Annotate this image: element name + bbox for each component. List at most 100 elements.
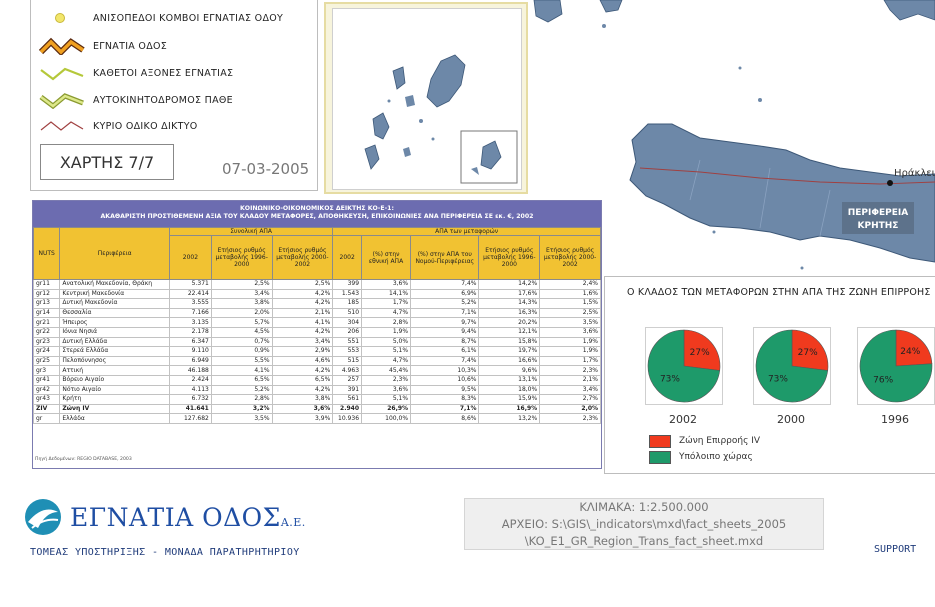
cell-value: 2,5% [271,279,334,290]
cell-value: 9,7% [410,317,480,328]
cell-value: 46.188 [168,365,212,376]
cell-value: 127.682 [168,413,212,424]
cell-value: 1,9% [539,336,601,348]
cell-nuts: gr21 [32,317,61,328]
cell-region: Στερεά Ελλάδα [59,346,170,357]
cell-value: 19,7% [478,346,541,357]
inset-map [324,2,528,194]
pie-slice [895,329,933,367]
legend-swatch [649,450,671,464]
cell-region: Ιόνια Νησιά [59,326,170,338]
table-source: Πηγή Δεδομένων: REGIO DATABASE, 2003 [35,457,132,462]
col-header: Ετήσιος ρυθμός μεταβολής 2000-2002 [539,235,601,280]
cell-value: 16,9% [478,403,541,415]
cell-value: 1.543 [332,288,363,300]
cell-region: Ζώνη IV [59,403,170,415]
cell-nuts: gr22 [32,326,61,338]
island-shape [599,0,623,13]
cell-nuts: gr11 [32,279,61,290]
table-row: gr Ελλάδα 127.682 3,5% 3,9% 10.936 100,0% 8,6% 1… [32,413,601,424]
cell-value: 0,9% [210,346,273,357]
cell-value: 5,7% [210,317,273,328]
cell-value: 14,2% [478,279,541,290]
pie-chart-1996: 24% 76% [857,327,935,405]
cell-value: 0,7% [210,336,273,348]
table-row: gr23 Δυτική Ελλάδα 6.347 0,7% 3,4% 551 5,0% 8,7… [32,336,601,348]
cell-nuts: ZIV [32,403,61,415]
cell-nuts: gr42 [32,384,61,396]
cell-value: 1,7% [539,355,601,367]
island-shape [533,0,563,23]
pie-chart-panel: Ο ΚΛΑΔΟΣ ΤΩΝ ΜΕΤΑΦΟΡΩΝ ΣΤΗΝ ΑΠΑ ΤΗΣ ΖΩΝΗ… [604,276,935,474]
legend-label: ΕΓΝΑΤΙΑ ΟΔΟΣ [93,40,168,52]
pie-year-label: 2000 [777,413,805,426]
crete-island-shape [629,123,935,263]
cell-value: 15,9% [478,394,541,405]
table-row: gr14 Θεσσαλία 7.166 2,0% 2,1% 510 4,7% 7,1% 16,3… [32,307,601,319]
file-path-line1: ΑΡΧΕΙΟ: S:\GIS\_indicators\mxd\fact_shee… [501,517,787,531]
cell-value: 9,4% [410,326,480,338]
col-header-nuts: NUTS [32,227,61,280]
cell-value: 6.732 [168,394,212,405]
table-title: ΚΟΙΝΩΝΙΚΟ-ΟΙΚΟΝΟΜΙΚΟΣ ΔΕΙΚΤΗΣ ΚΟ-Ε-1: ΑΚ… [33,201,601,227]
cell-value: 1,9% [539,346,601,357]
col-header: (%) στην ΑΠΑ του Νομού-Περιφέρειας [410,235,480,280]
table-row: gr42 Νότιο Αιγαίο 4.113 5,2% 4,2% 391 3,6% 9,5%… [32,384,601,396]
cell-nuts: gr13 [32,298,61,309]
cell-value: 2.178 [168,326,212,338]
cell-value: 12,1% [478,326,541,338]
cell-value: 5,2% [410,298,480,309]
region-label-box [842,202,914,234]
legend-label: ΚΥΡΙΟ ΟΔΙΚΟ ΔΙΚΤΥΟ [93,120,198,132]
legend-label: Ζώνη Επιρροής IV [679,436,761,446]
company-logo: ΕΓΝΑΤΙΑ ΟΔΟΣΑ.Ε. [24,498,306,536]
cell-value: 4,6% [271,355,334,367]
cell-nuts: gr43 [32,394,61,405]
cell-value: 3,6% [539,326,601,338]
vertical-axes-icon [40,67,84,81]
col-header: Ετήσιος ρυθμός μεταβολής 1996-2000 [478,235,541,280]
cell-value: 7.166 [168,307,212,319]
cell-value: 4,1% [271,317,334,328]
cell-value: 1,9% [361,326,412,338]
legend-label: Υπόλοιπο χώρας [679,452,753,462]
table-row: gr13 Δυτική Μακεδονία 3.555 3,8% 4,2% 185 1,7%… [32,298,601,309]
file-path-line2: \KO_E1_GR_Region_Trans_fact_sheet.mxd [524,534,764,548]
indicator-table: NUTS Περιφέρεια Συνολική ΑΠΑ ΑΠΑ των μετ… [32,227,601,424]
region-label-line1: ΠΕΡΙΦΕΡΕΙΑ [848,208,909,218]
table-row: gr21 Ήπειρος 3.135 5,7% 4,1% 304 2,8% 9,7% 20,2%… [32,317,601,328]
cell-value: 7,1% [410,307,480,319]
cell-value: 3,6% [361,279,412,290]
cell-value: 2,0% [210,307,273,319]
cell-value: 18,0% [478,384,541,396]
table-row: gr25 Πελοπόννησος 6.949 5,5% 4,6% 515 4,7% 7,4%… [32,355,601,367]
cell-region: Κεντρική Μακεδονία [59,288,170,300]
cell-value: 13,2% [478,413,541,424]
cell-value: 4.113 [168,384,212,396]
legend-label: ΑΝΙΣΟΠΕΔΟΙ ΚΟΜΒΟΙ ΕΓΝΑΤΙΑΣ ΟΔΟΥ [93,12,284,24]
cell-value: 15,8% [478,336,541,348]
cell-region: Δυτική Μακεδονία [59,298,170,309]
pie-slice [755,329,829,403]
legend-entry: Ζώνη Επιρροής IV [649,434,761,448]
cell-value: 14,3% [478,298,541,309]
cell-value: 3,2% [210,403,273,415]
col-header: Ετήσιος ρυθμός μεταβολής 1996-2000 [210,235,273,280]
table-body: gr11 Ανατολική Μακεδονία, Θράκη 5.371 2,5% 2… [32,279,601,424]
cell-value: 6.949 [168,355,212,367]
cell-value: 7,1% [410,403,480,415]
pie-slice-label: 27% [798,348,818,358]
map-date: 07-03-2005 [222,160,310,178]
pie-slice [791,329,829,371]
cell-region: Ελλάδα [59,413,170,424]
cell-value: 5.371 [168,279,212,290]
cell-value: 10,3% [410,365,480,376]
pie-slice-label: 73% [768,374,788,384]
scale-file-box: ΚΛΙΜΑΚΑ: 1:2.500.000 ΑΡΧΕΙΟ: S:\GIS\_ind… [464,498,824,550]
cell-nuts: gr25 [32,355,61,367]
table-row: gr41 Βόρειο Αιγαίο 2.424 6,5% 6,5% 257 2,3% 10,… [32,374,601,386]
cell-value: 5,0% [361,336,412,348]
cell-value: 2.940 [332,403,363,415]
scale-text: ΚΛΙΜΑΚΑ: 1:2.500.000 [579,500,709,514]
cell-value: 8,6% [410,413,480,424]
